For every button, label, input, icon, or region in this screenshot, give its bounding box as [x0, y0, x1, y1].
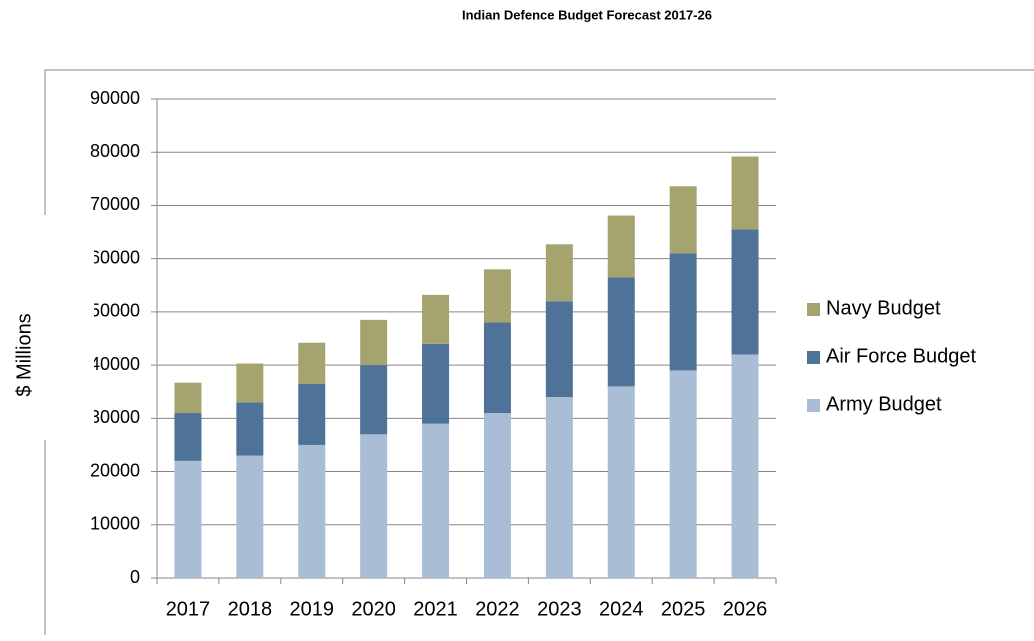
bar-segment — [669, 186, 697, 254]
x-tick-label: 2026 — [723, 598, 768, 620]
bar-segment — [422, 343, 450, 424]
y-tick-label: 60000 — [90, 247, 140, 267]
bar-segment — [607, 215, 635, 278]
y-tick-label: 90000 — [90, 88, 140, 108]
bar-segment — [360, 319, 388, 366]
y-tick-label: 70000 — [90, 194, 140, 214]
y-axis-label: $ Millions — [13, 313, 35, 396]
legend-swatch — [807, 303, 820, 316]
y-tick-label: 40000 — [90, 354, 140, 374]
bar-segment — [236, 455, 264, 578]
bar-segment — [236, 402, 264, 456]
bar-segment — [298, 383, 326, 445]
bar-segment — [174, 413, 202, 461]
bar-segment — [360, 365, 388, 435]
bar-segment — [669, 370, 697, 578]
bar-segment — [545, 397, 573, 578]
bar-segment — [298, 342, 326, 384]
bar-segment — [360, 434, 388, 578]
bar-segment — [174, 460, 202, 578]
bar-segment — [422, 294, 450, 344]
legend-swatch — [807, 351, 820, 364]
bar-segment — [298, 444, 326, 578]
bar-segment — [669, 253, 697, 371]
legend-label: Army Budget — [826, 393, 942, 415]
y-tick-label: 30000 — [90, 407, 140, 427]
bar-segment — [483, 322, 511, 414]
x-tick-label: 2021 — [413, 598, 458, 620]
bar-segment — [731, 156, 759, 230]
legend-swatch — [807, 399, 820, 412]
x-tick-label: 2017 — [166, 598, 211, 620]
bar-segment — [236, 363, 264, 403]
bar-segment — [731, 229, 759, 355]
x-tick-label: 2018 — [228, 598, 273, 620]
frame — [44, 69, 1034, 635]
bar-segment — [731, 354, 759, 578]
x-tick-label: 2024 — [599, 598, 644, 620]
legend-label: Air Force Budget — [826, 345, 977, 367]
bar-segment — [483, 413, 511, 578]
y-tick-label: 80000 — [90, 141, 140, 161]
bar-segment — [174, 382, 202, 414]
y-tick-label: 20000 — [90, 460, 140, 480]
x-tick-label: 2023 — [537, 598, 582, 620]
chart-title: Indian Defence Budget Forecast 2017-26 — [462, 7, 712, 22]
y-label-box — [0, 215, 94, 440]
x-tick-label: 2020 — [351, 598, 396, 620]
bar-segment — [422, 423, 450, 578]
y-tick-label: 50000 — [90, 301, 140, 321]
bar-segment — [545, 301, 573, 398]
legend-label: Navy Budget — [826, 297, 941, 319]
x-tick-label: 2022 — [475, 598, 520, 620]
y-tick-label: 10000 — [90, 514, 140, 534]
bar-segment — [483, 269, 511, 323]
y-tick-label: 0 — [130, 567, 140, 587]
bar-segment — [545, 244, 573, 302]
x-tick-label: 2019 — [290, 598, 335, 620]
bar-segment — [607, 386, 635, 578]
x-tick-label: 2025 — [661, 598, 706, 620]
bar-segment — [607, 277, 635, 387]
